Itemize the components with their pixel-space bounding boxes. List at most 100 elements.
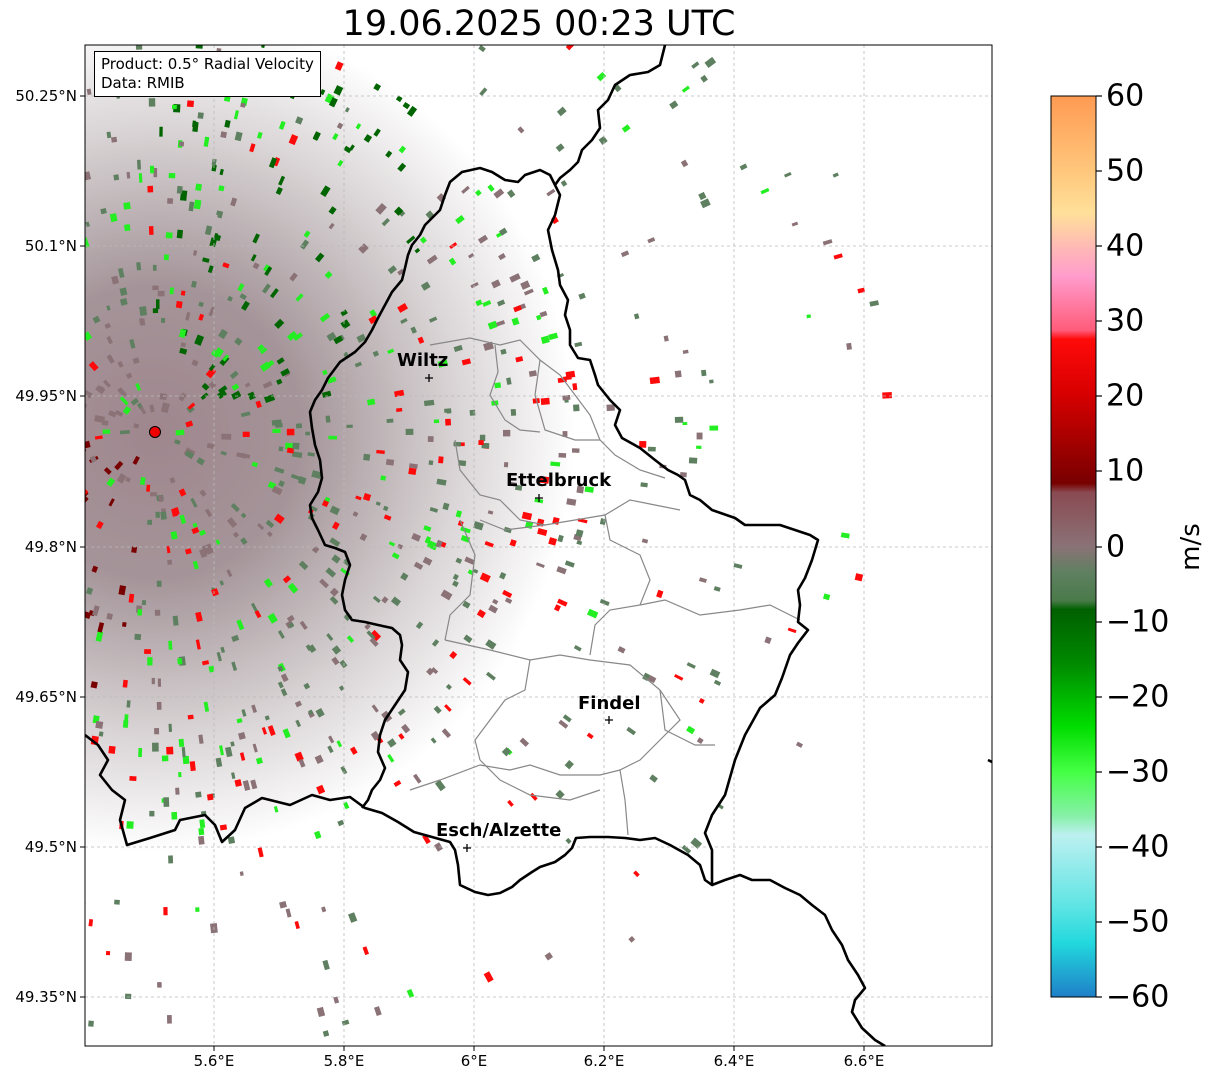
echo-cell <box>455 214 465 225</box>
echo-cell <box>182 755 190 765</box>
echo-cell <box>397 543 404 550</box>
echo-cell <box>132 455 140 465</box>
echo-cell <box>254 610 262 619</box>
echo-cell <box>578 292 586 300</box>
echo-cell <box>336 122 344 130</box>
echo-cell <box>199 489 207 497</box>
echo-cell <box>286 428 295 436</box>
echo-cell <box>633 313 640 320</box>
echo-cell <box>328 735 335 744</box>
echo-cell <box>193 199 202 210</box>
echo-cell <box>822 239 833 246</box>
echo-cell <box>464 556 475 565</box>
echo-cell <box>329 596 339 605</box>
colorbar-tick-label: 50 <box>1106 153 1145 189</box>
echo-cell <box>95 385 106 395</box>
echo-cell <box>787 627 797 634</box>
echo-cell <box>331 656 340 666</box>
echo-cell <box>517 126 525 134</box>
echo-cell <box>452 580 459 588</box>
echo-cell <box>288 134 299 146</box>
echo-cell <box>321 906 327 913</box>
echo-cell <box>270 288 279 299</box>
echo-cell <box>200 392 209 401</box>
echo-cell <box>106 477 116 487</box>
echo-cell <box>315 252 325 263</box>
echo-cell <box>502 589 513 598</box>
echo-cell <box>272 428 281 434</box>
echo-cell <box>252 233 260 244</box>
echo-cell <box>435 539 443 548</box>
esch-marker <box>463 844 471 852</box>
echo-cell <box>101 420 109 426</box>
echo-cell <box>292 442 300 450</box>
echo-cell <box>739 163 748 171</box>
echo-cell <box>406 988 415 998</box>
echo-cell <box>319 312 331 323</box>
echo-cell <box>573 404 580 412</box>
echo-cell <box>484 541 494 548</box>
echo-cell <box>187 714 194 720</box>
echo-cell <box>445 418 452 426</box>
echo-cell <box>234 131 243 142</box>
echo-cell <box>370 730 381 741</box>
echo-cell <box>387 348 395 354</box>
echo-cell <box>151 677 155 685</box>
lat-tick-label: 50.1°N <box>24 237 77 255</box>
echo-cell <box>548 537 558 546</box>
echo-cell <box>239 752 246 761</box>
echo-cell <box>250 602 258 613</box>
echo-cell <box>641 538 649 544</box>
echo-cell <box>331 554 341 564</box>
echo-cell <box>298 758 306 768</box>
echo-cell <box>275 186 283 195</box>
echo-cell <box>138 173 143 183</box>
echo-cell <box>206 442 215 450</box>
echo-cell <box>187 402 196 410</box>
echo-cell <box>147 185 154 193</box>
echo-cell <box>295 719 302 728</box>
colorbar-tick-label: 20 <box>1106 378 1145 414</box>
echo-cell <box>483 971 494 983</box>
echo-cell <box>85 389 93 399</box>
colorbar-unit-label: m/s <box>1175 523 1206 571</box>
city-label-wiltz: Wiltz <box>397 350 449 371</box>
echo-cell <box>700 198 711 209</box>
echo-cell <box>387 754 395 763</box>
echo-cell <box>479 572 491 583</box>
echo-cell <box>220 131 228 139</box>
echo-cell <box>117 387 128 398</box>
echo-cell <box>479 434 486 442</box>
echo-cell <box>316 784 326 795</box>
echo-cell <box>217 389 228 400</box>
echo-cell <box>455 510 463 518</box>
echo-cell <box>364 623 371 630</box>
echo-cell <box>147 657 153 666</box>
echo-cell <box>109 213 118 223</box>
echo-cell <box>509 273 521 283</box>
lat-tick-label: 49.8°N <box>24 538 77 556</box>
echo-cell <box>193 250 198 256</box>
echo-cell <box>231 634 240 643</box>
echo-cell <box>394 206 404 216</box>
echo-cell <box>362 492 372 502</box>
echo-cell <box>171 507 178 517</box>
colorbar-tick-label: −60 <box>1106 979 1170 1015</box>
echo-cell <box>499 572 507 580</box>
echo-cell <box>303 682 311 690</box>
echo-cell <box>674 674 684 681</box>
echo-cell <box>148 226 154 235</box>
echo-cell <box>119 287 128 296</box>
echo-cell <box>122 720 129 728</box>
echo-cell <box>277 665 284 672</box>
echo-cell <box>195 611 203 622</box>
echo-cell <box>423 399 435 407</box>
echo-cell <box>175 429 185 436</box>
echo-cell <box>504 597 513 604</box>
echo-cell <box>273 513 285 525</box>
echo-cell <box>425 210 435 219</box>
ettelbruck-marker <box>535 494 543 502</box>
echo-cell <box>195 639 201 650</box>
echo-cell <box>288 622 295 629</box>
